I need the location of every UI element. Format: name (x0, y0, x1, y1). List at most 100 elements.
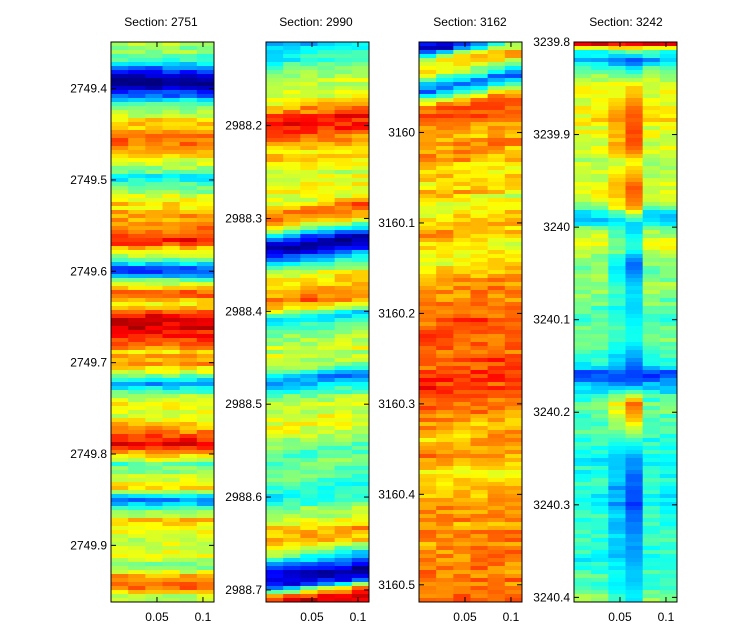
heatmap-cell (574, 538, 592, 543)
heatmap-cell (504, 426, 522, 431)
heatmap-cell (300, 146, 319, 151)
heatmap-cell (574, 506, 592, 511)
heatmap-cell (436, 366, 454, 371)
heatmap-cell (625, 366, 644, 371)
heatmap-cell (642, 462, 661, 467)
heatmap-cell (111, 250, 129, 255)
heatmap-cell (111, 494, 129, 499)
heatmap-cell (300, 446, 319, 451)
heatmap-cell (608, 474, 627, 479)
heatmap-cell (487, 98, 506, 103)
heatmap-cell (196, 266, 214, 271)
heatmap-cell (266, 250, 284, 255)
heatmap-cell (419, 302, 437, 307)
heatmap-cell (111, 186, 129, 191)
heatmap-cell (111, 286, 129, 291)
heatmap-cell (659, 402, 677, 407)
heatmap-cell (470, 450, 489, 455)
heatmap-cell (419, 562, 437, 567)
heatmap-cell (591, 350, 609, 355)
heatmap-cell (162, 166, 181, 171)
heatmap-cell (351, 246, 369, 251)
heatmap-cell (162, 126, 181, 131)
heatmap-cell (283, 266, 301, 271)
heatmap-cell (300, 586, 319, 591)
heatmap-cell (266, 354, 284, 359)
heatmap-cell (111, 578, 129, 583)
heatmap-cell (591, 390, 609, 395)
heatmap-cell (470, 294, 489, 299)
heatmap-cell (487, 430, 506, 435)
heatmap-cell (608, 74, 627, 79)
heatmap-cell (145, 226, 164, 231)
heatmap-cell (436, 450, 454, 455)
heatmap-cell (266, 122, 284, 127)
heatmap-cell (162, 162, 181, 167)
heatmap-cell (351, 406, 369, 411)
heatmap-cell (196, 82, 214, 87)
heatmap-cell (283, 146, 301, 151)
heatmap-cell (608, 466, 627, 471)
heatmap-cell (625, 258, 644, 263)
heatmap-cell (487, 586, 506, 591)
heatmap-cell (436, 442, 454, 447)
heatmap-cell (591, 478, 609, 483)
heatmap-cell (453, 150, 472, 155)
heatmap-cell (179, 150, 198, 155)
heatmap-cell (453, 490, 472, 495)
heatmap-cell (196, 350, 214, 355)
heatmap-cell (659, 522, 677, 527)
heatmap-cell (334, 474, 353, 479)
heatmap-cell (145, 250, 164, 255)
heatmap-cell (574, 422, 592, 427)
heatmap-cell (436, 334, 454, 339)
heatmap-cell (351, 566, 369, 571)
heatmap-cell (179, 598, 198, 602)
heatmap-cell (504, 326, 522, 331)
heatmap-cell (608, 394, 627, 399)
heatmap-cell (351, 234, 369, 239)
heatmap-cell (162, 302, 181, 307)
heatmap-cell (334, 298, 353, 303)
heatmap-cell (283, 66, 301, 71)
heatmap-cell (608, 338, 627, 343)
heatmap-cell (145, 354, 164, 359)
heatmap-cell (436, 586, 454, 591)
heatmap-cell (453, 262, 472, 267)
heatmap-cell (145, 282, 164, 287)
heatmap-cell (179, 178, 198, 183)
heatmap-cell (574, 454, 592, 459)
heatmap-cell (419, 594, 437, 599)
heatmap-cell (470, 486, 489, 491)
heatmap-cell (179, 186, 198, 191)
heatmap-cell (419, 582, 437, 587)
heatmap-cell (453, 526, 472, 531)
heatmap-cell (642, 130, 661, 135)
heatmap-cell (283, 178, 301, 183)
heatmap-cell (300, 526, 319, 531)
heatmap-cell (436, 250, 454, 255)
heatmap-cell (111, 490, 129, 495)
heatmap-cell (266, 270, 284, 275)
heatmap-cell (179, 554, 198, 559)
heatmap-cell (470, 326, 489, 331)
heatmap-cell (317, 414, 336, 419)
heatmap-cell (470, 438, 489, 443)
heatmap-cell (453, 346, 472, 351)
heatmap-cell (436, 318, 454, 323)
heatmap-cell (128, 62, 146, 67)
heatmap-cell (317, 390, 336, 395)
heatmap-cell (504, 226, 522, 231)
heatmap-cell (470, 158, 489, 163)
heatmap-cell (162, 74, 181, 79)
heatmap-cell (266, 218, 284, 223)
heatmap-cell (145, 146, 164, 151)
heatmap-cell (436, 90, 454, 95)
heatmap-cell (608, 526, 627, 531)
heatmap-cell (436, 78, 454, 83)
heatmap-cell (487, 530, 506, 535)
heatmap-cell (300, 342, 319, 347)
heatmap-cell (608, 266, 627, 271)
heatmap-cell (196, 542, 214, 547)
